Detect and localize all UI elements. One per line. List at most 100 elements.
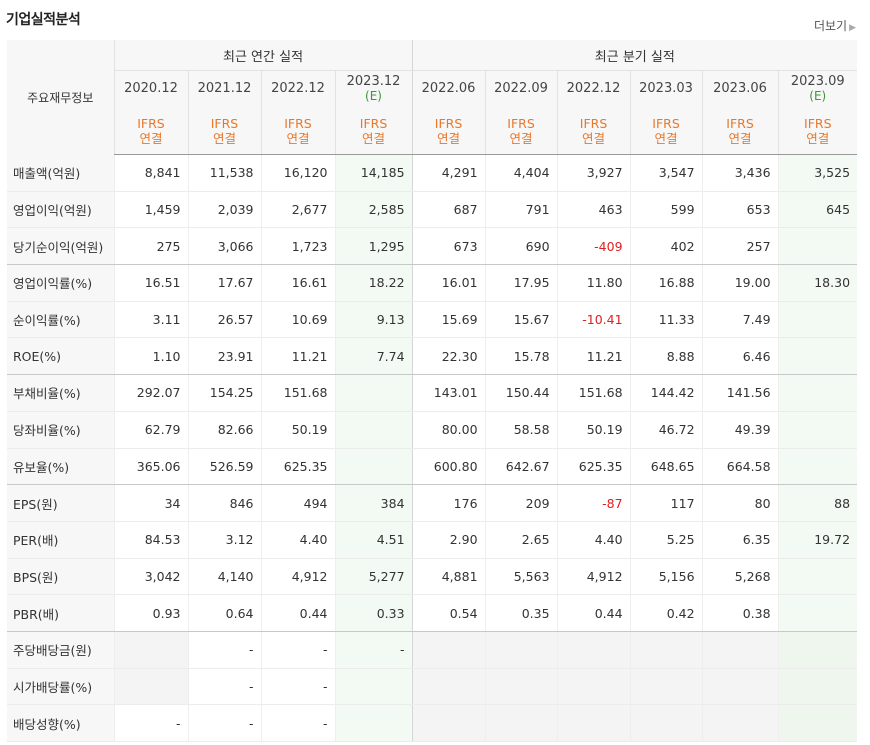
table-row: EPS(원) 34 846 494 384 176 209 -87 117 80 88 bbox=[7, 484, 858, 522]
data-cell: 5,277 bbox=[334, 558, 413, 596]
ifrs-label: IFRS bbox=[137, 115, 165, 131]
data-cell bbox=[777, 704, 858, 742]
table-row: PBR(배) 0.93 0.64 0.44 0.33 0.54 0.35 0.44 0.42 0.… bbox=[7, 594, 858, 632]
period-header: 2022.09 bbox=[484, 70, 558, 107]
more-link[interactable]: 더보기 ▶ bbox=[814, 17, 856, 34]
data-cell: 1,723 bbox=[260, 227, 335, 266]
data-cell: -409 bbox=[556, 227, 631, 266]
period-label: 2022.06 bbox=[421, 81, 476, 96]
ifrs-header-row: IFRS 연결 IFRS 연결 IFRS 연결 IFRS 연결 IFRS 연결 IFRS 연결 IFRS… bbox=[7, 107, 858, 155]
data-cell: 275 bbox=[113, 227, 188, 266]
data-cell: 11.33 bbox=[629, 301, 703, 339]
ifrs-header: IFRS 연결 bbox=[187, 107, 261, 155]
data-cell: - bbox=[260, 704, 335, 742]
data-cell: 384 bbox=[334, 484, 413, 522]
data-cell: 0.42 bbox=[629, 594, 703, 632]
consolidated-label: 연결 bbox=[654, 130, 678, 146]
data-cell: 664.58 bbox=[701, 448, 779, 486]
data-cell: 22.30 bbox=[411, 337, 486, 376]
data-cell: 151.68 bbox=[260, 374, 335, 412]
data-cell: 494 bbox=[260, 484, 335, 522]
data-cell: - bbox=[113, 704, 188, 742]
period-header: 2022.12 bbox=[556, 70, 631, 107]
data-cell: 0.44 bbox=[556, 594, 631, 632]
data-cell: 18.22 bbox=[334, 264, 413, 302]
data-cell: 526.59 bbox=[187, 448, 261, 486]
row-label: 당좌비율(%) bbox=[7, 411, 114, 449]
data-cell bbox=[629, 631, 703, 669]
data-cell: 2.65 bbox=[484, 521, 558, 559]
data-cell: 5.25 bbox=[629, 521, 703, 559]
row-label: 당기순이익(억원) bbox=[7, 227, 114, 266]
data-cell: 0.35 bbox=[484, 594, 558, 632]
consolidated-label: 연결 bbox=[728, 130, 752, 146]
data-cell: 14,185 bbox=[334, 154, 413, 192]
data-cell: 5,563 bbox=[484, 558, 558, 596]
data-cell bbox=[629, 704, 703, 742]
data-cell: - bbox=[187, 668, 261, 706]
consolidated-label: 연결 bbox=[437, 130, 461, 146]
table-row: 당좌비율(%) 62.79 82.66 50.19 80.00 58.58 50.19 46.… bbox=[7, 411, 858, 449]
data-cell: 7.49 bbox=[701, 301, 779, 339]
row-label: 시가배당률(%) bbox=[7, 668, 114, 706]
section-title: 기업실적분석 bbox=[6, 12, 81, 28]
data-cell bbox=[334, 374, 413, 412]
data-cell: 176 bbox=[411, 484, 486, 522]
data-cell: 19.72 bbox=[777, 521, 858, 559]
ifrs-header: IFRS 연결 bbox=[556, 107, 631, 155]
data-cell: - bbox=[187, 704, 261, 742]
table-row: 부채비율(%) 292.07 154.25 151.68 143.01 150.44 151… bbox=[7, 374, 858, 412]
data-cell: 402 bbox=[629, 227, 703, 266]
period-header: 2020.12 bbox=[113, 70, 188, 107]
data-cell: 0.93 bbox=[113, 594, 188, 632]
chevron-right-icon: ▶ bbox=[849, 23, 856, 33]
data-cell: 642.67 bbox=[484, 448, 558, 486]
data-cell: 3,066 bbox=[187, 227, 261, 266]
data-cell: 11.21 bbox=[556, 337, 631, 376]
data-cell: 50.19 bbox=[260, 411, 335, 449]
row-label: BPS(원) bbox=[7, 558, 114, 596]
data-cell: 625.35 bbox=[556, 448, 631, 486]
period-label: 2023.09 bbox=[790, 74, 845, 89]
row-label: PER(배) bbox=[7, 521, 114, 559]
data-cell: 15.67 bbox=[484, 301, 558, 339]
group-header-row: 주요재무정보 최근 연간 실적 최근 분기 실적 bbox=[7, 40, 858, 155]
data-cell: 16.88 bbox=[629, 264, 703, 302]
data-cell: 16,120 bbox=[260, 154, 335, 192]
consolidated-label: 연결 bbox=[509, 130, 533, 146]
period-label: 2022.12 bbox=[566, 81, 621, 96]
data-cell: 143.01 bbox=[411, 374, 486, 412]
ifrs-header: IFRS 연결 bbox=[411, 107, 486, 155]
data-cell: 600.80 bbox=[411, 448, 486, 486]
data-cell bbox=[556, 668, 631, 706]
consolidated-label: 연결 bbox=[286, 130, 310, 146]
period-label: 2022.09 bbox=[494, 81, 548, 96]
data-cell: 17.67 bbox=[187, 264, 261, 302]
data-cell bbox=[701, 704, 779, 742]
ifrs-label: IFRS bbox=[804, 115, 832, 131]
data-cell: 3,927 bbox=[556, 154, 631, 192]
data-cell bbox=[334, 704, 413, 742]
data-cell: 4,912 bbox=[260, 558, 335, 596]
data-cell: 0.64 bbox=[187, 594, 261, 632]
row-label: 영업이익(억원) bbox=[7, 191, 114, 229]
ifrs-label: IFRS bbox=[579, 115, 608, 131]
data-cell: 2,677 bbox=[260, 191, 335, 229]
table-row: 당기순이익(억원) 275 3,066 1,723 1,295 673 690 -409 402… bbox=[7, 227, 858, 266]
data-cell: 599 bbox=[629, 191, 703, 229]
data-cell: - bbox=[187, 631, 261, 669]
data-cell: 3,042 bbox=[113, 558, 188, 596]
ifrs-label: IFRS bbox=[726, 115, 754, 131]
table-body: 매출액(억원) 8,841 11,538 16,120 14,185 4,291 4,404… bbox=[7, 154, 858, 742]
data-cell: 4.51 bbox=[334, 521, 413, 559]
data-cell: 144.42 bbox=[629, 374, 703, 412]
data-cell bbox=[334, 668, 413, 706]
table-row: BPS(원) 3,042 4,140 4,912 5,277 4,881 5,563 4,91… bbox=[7, 558, 858, 596]
data-cell bbox=[411, 704, 486, 742]
data-cell bbox=[484, 668, 558, 706]
data-cell: 62.79 bbox=[113, 411, 188, 449]
data-cell: 23.91 bbox=[187, 337, 261, 376]
data-cell: 154.25 bbox=[187, 374, 261, 412]
data-cell: 15.69 bbox=[411, 301, 486, 339]
data-cell: 3.12 bbox=[187, 521, 261, 559]
